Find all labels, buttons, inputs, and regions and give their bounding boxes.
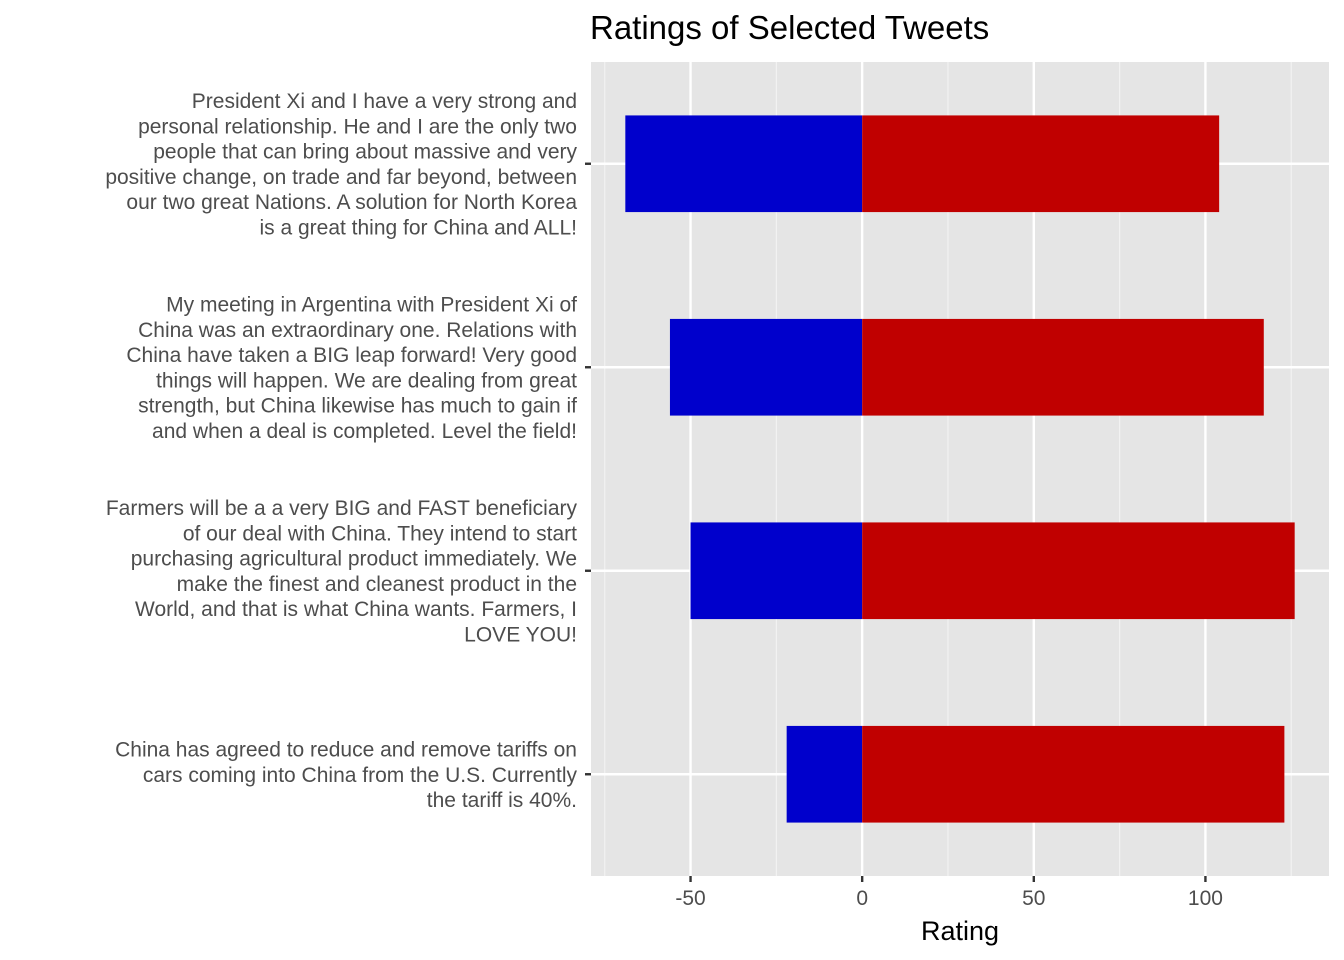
bar-positive-2 [862, 318, 1264, 416]
x-tick-label: 100 [1188, 887, 1223, 910]
bars [625, 115, 1295, 823]
chart-title: Ratings of Selected Tweets [590, 9, 989, 46]
x-axis-title: Rating [921, 916, 999, 946]
x-tick-label: 0 [856, 887, 868, 910]
x-axis-tick-labels: -50 0 50 100 [675, 887, 1223, 910]
bar-positive-4 [862, 725, 1285, 823]
bar-negative-1 [625, 115, 863, 213]
category-label-2: My meeting in Argentina with President X… [126, 294, 577, 444]
bar-positive-1 [862, 115, 1220, 213]
bar-negative-2 [669, 318, 863, 416]
category-label-3: Farmers will be a a very BIG and FAST be… [106, 497, 578, 647]
y-axis-category-labels: President Xi and I have a very strong an… [105, 90, 577, 812]
x-tick-label: -50 [675, 887, 705, 910]
bar-negative-3 [690, 522, 863, 620]
y-axis-ticks [585, 162, 591, 776]
category-label-4: China has agreed to reduce and remove ta… [115, 738, 577, 812]
bar-positive-3 [862, 522, 1295, 620]
bar-negative-4 [786, 725, 863, 823]
x-axis-ticks [689, 876, 1207, 882]
category-label-1: President Xi and I have a very strong an… [105, 90, 577, 240]
x-tick-label: 50 [1022, 887, 1045, 910]
